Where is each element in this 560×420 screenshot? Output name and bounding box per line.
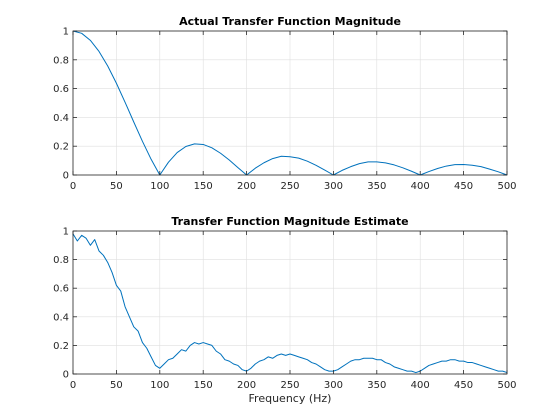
top-x-tick-label: 150: [194, 181, 213, 192]
top-x-tick-label: 250: [280, 181, 299, 192]
bottom-x-tick-label: 100: [150, 380, 169, 391]
bottom-x-tick-label: 350: [367, 380, 386, 391]
bottom-y-tick-label: 0.4: [53, 312, 69, 323]
bottom-x-tick-label: 450: [454, 380, 473, 391]
bottom-x-axis-label: Frequency (Hz): [249, 392, 332, 405]
top-x-tick-label: 350: [367, 181, 386, 192]
bottom-x-tick-label: 300: [324, 380, 343, 391]
top-x-tick-label: 500: [497, 181, 516, 192]
top-x-tick-label: 100: [150, 181, 169, 192]
bottom-axes: 0 50 100 150 200 250 300 350 400 450 500 0 0.2 0.4 0.6…: [53, 215, 516, 405]
top-x-tick-label: 200: [237, 181, 256, 192]
bottom-chart-title: Transfer Function Magnitude Estimate: [171, 215, 408, 228]
bottom-series: [72, 233, 508, 374]
bottom-y-tick-label: 0.8: [53, 255, 69, 266]
top-x-tick-label: 400: [411, 181, 430, 192]
top-x-tick-label: 0: [70, 181, 76, 192]
top-x-tick-label: 450: [454, 181, 473, 192]
top-ticks: 0 50 100 150 200 250 300 350 400 450 500 0 0.2 0.4 0.6…: [53, 27, 516, 193]
top-y-tick-label: 1: [63, 27, 69, 38]
top-series: [72, 30, 508, 176]
bottom-y-tick-label: 0: [63, 370, 69, 381]
top-magnitude-line: [72, 30, 508, 176]
bottom-x-tick-label: 250: [280, 380, 299, 391]
bottom-y-tick-label: 0.2: [53, 341, 69, 352]
bottom-x-tick-label: 500: [497, 380, 516, 391]
top-chart-title: Actual Transfer Function Magnitude: [179, 15, 401, 28]
top-y-tick-label: 0.4: [53, 113, 69, 124]
bottom-y-tick-label: 1: [63, 227, 69, 238]
top-y-tick-label: 0.6: [53, 84, 69, 95]
bottom-ticks: 0 50 100 150 200 250 300 350 400 450 500 0 0.2 0.4 0.6…: [53, 227, 516, 392]
bottom-x-tick-label: 150: [194, 380, 213, 391]
top-y-tick-label: 0.8: [53, 55, 69, 66]
bottom-x-tick-label: 50: [110, 380, 123, 391]
bottom-x-tick-label: 0: [70, 380, 76, 391]
bottom-x-tick-label: 400: [411, 380, 430, 391]
top-y-tick-label: 0.2: [53, 142, 69, 153]
bottom-y-tick-label: 0.6: [53, 284, 69, 295]
bottom-magnitude-line: [72, 233, 508, 374]
top-x-tick-label: 300: [324, 181, 343, 192]
top-axes: 0 50 100 150 200 250 300 350 400 450 500 0 0.2 0.4 0.6…: [53, 15, 516, 192]
top-x-tick-label: 50: [110, 181, 123, 192]
top-y-tick-label: 0: [63, 171, 69, 182]
bottom-x-tick-label: 200: [237, 380, 256, 391]
